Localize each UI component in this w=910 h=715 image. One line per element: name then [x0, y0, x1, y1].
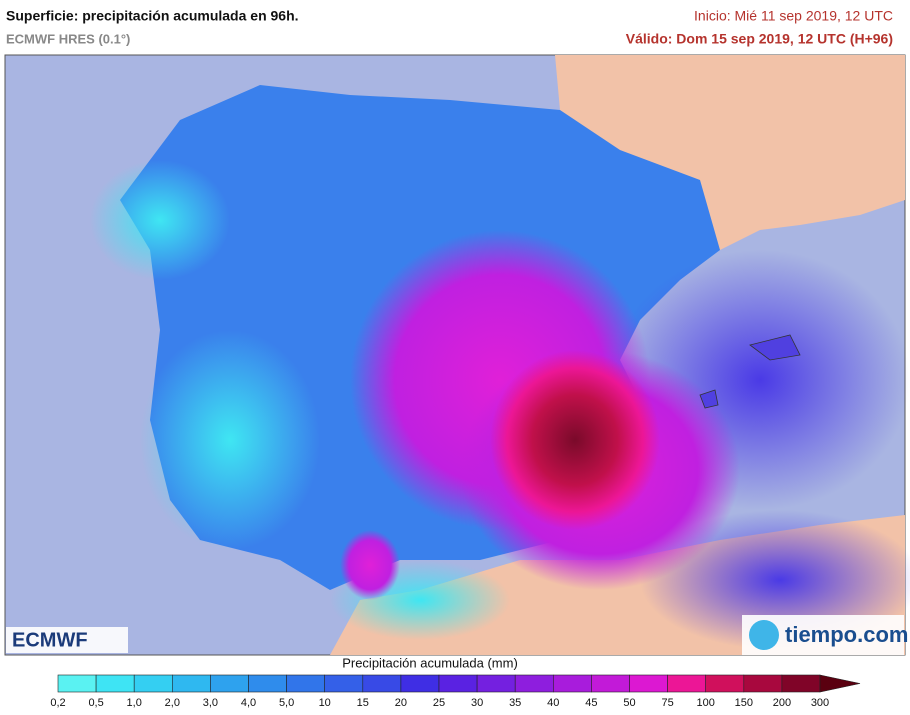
precip-area [140, 330, 320, 550]
france [555, 55, 905, 250]
colorbar-label: 2,0 [165, 697, 180, 709]
colorbar-arrow [819, 674, 861, 693]
colorbar-label: 1,0 [127, 697, 142, 709]
colorbar-label: 35 [509, 697, 521, 709]
colorbar-segment [705, 674, 745, 693]
colorbar-label: 75 [661, 697, 673, 709]
colorbar-label: 0,5 [88, 697, 103, 709]
colorbar: 0,2 0,5 1,0 2,0 3,0 4,0 5,0 10 15 20 25 30 35 40 45 50 7… [50, 674, 861, 709]
balearic [699, 334, 801, 409]
colorbar-label: 45 [585, 697, 597, 709]
colorbar-label: 300 [811, 697, 829, 709]
colorbar-segment [286, 674, 326, 693]
colorbar-segment [514, 674, 554, 693]
precip-area [490, 350, 660, 530]
init-time: Inicio: Mié 11 sep 2019, 12 UTC [694, 8, 893, 24]
colorbar-segment [362, 674, 402, 693]
colorbar-label: 20 [395, 697, 407, 709]
precip-area [340, 530, 400, 600]
colorbar-segment [324, 674, 364, 693]
colorbar-segment [629, 674, 668, 693]
colorbar-segment [552, 674, 592, 693]
logo-box [6, 627, 128, 653]
colorbar-segment [95, 674, 135, 693]
colorbar-label: 30 [471, 697, 483, 709]
colorbar-label: 200 [773, 697, 791, 709]
valid-time: Válido: Dom 15 sep 2019, 12 UTC (H+96) [626, 31, 893, 47]
colorbar-segment [400, 674, 440, 693]
colorbar-label: 5,0 [279, 697, 294, 709]
precip-area [90, 160, 230, 280]
colorbar-segment [172, 674, 211, 693]
colorbar-segment [591, 674, 630, 693]
colorbar-label: 100 [697, 697, 715, 709]
colorbar-label: 15 [357, 697, 369, 709]
model: ECMWF HRES (0.1°) [6, 31, 130, 46]
colorbar-label: 25 [433, 697, 445, 709]
map [4, 54, 910, 656]
colorbar-segment [57, 674, 97, 693]
colorbar-segment [438, 674, 478, 693]
colorbar-label: 10 [319, 697, 331, 709]
legend-title: Precipitación acumulada (mm) [342, 655, 518, 670]
colorbar-label: 3,0 [203, 697, 218, 709]
colorbar-label: 40 [547, 697, 559, 709]
colorbar-segment [667, 674, 706, 693]
colorbar-label: 4,0 [241, 697, 256, 709]
colorbar-segment [133, 674, 173, 693]
logo-icon [749, 620, 779, 650]
colorbar-segment [248, 674, 287, 693]
colorbar-label: 150 [735, 697, 753, 709]
colorbar-segment [743, 674, 783, 693]
title: Superficie: precipitación acumulada en 9… [6, 8, 299, 24]
colorbar-label: 50 [623, 697, 635, 709]
logo-ecmwf: ECMWF [12, 629, 88, 651]
colorbar-label: 0,2 [50, 697, 65, 709]
colorbar-segment [210, 674, 249, 693]
logo-tiempo: tiempo.com [785, 622, 908, 647]
colorbar-segment [781, 674, 821, 693]
colorbar-segment [476, 674, 516, 693]
